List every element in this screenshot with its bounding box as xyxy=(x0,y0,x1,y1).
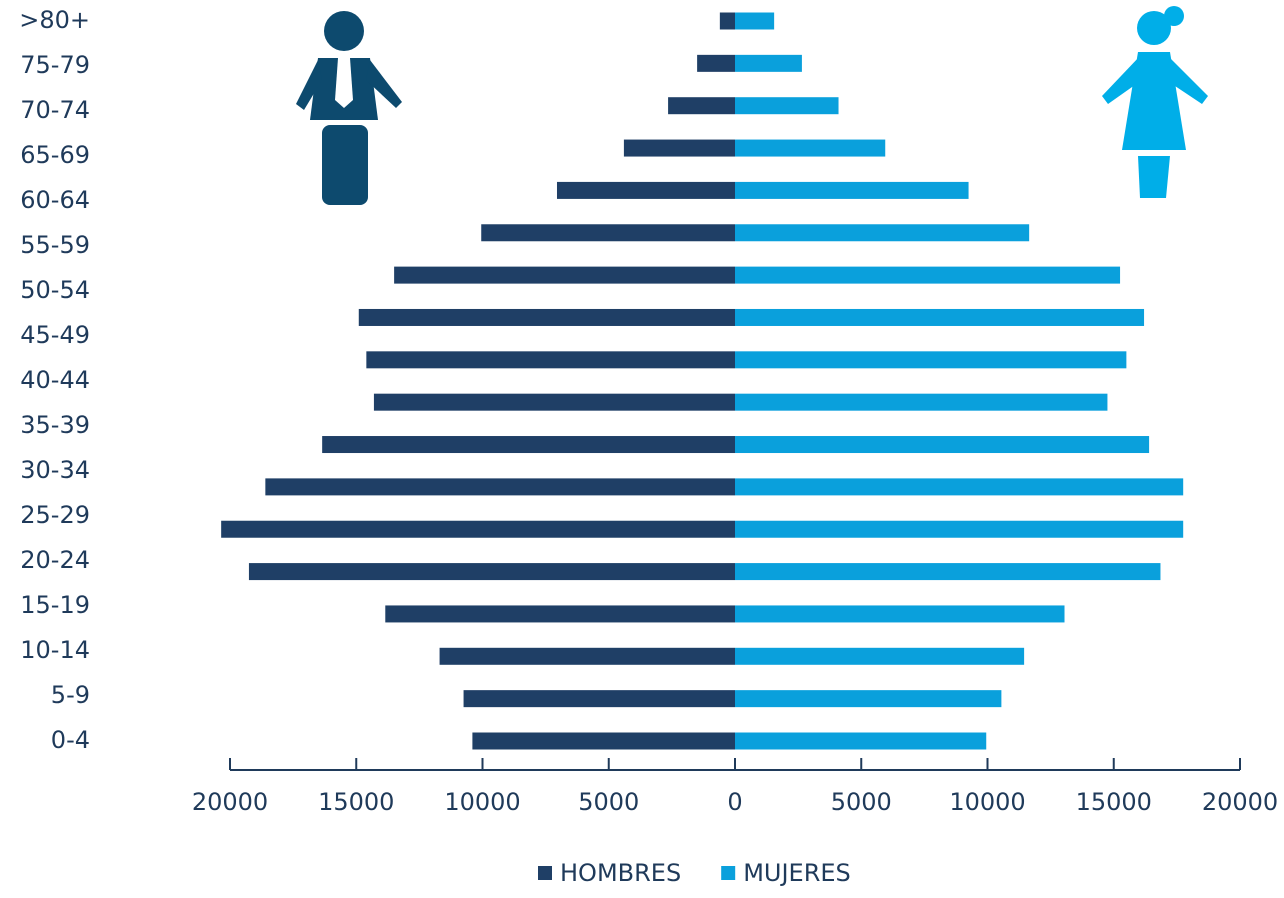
x-tick-label: 20000 xyxy=(1202,788,1278,816)
bar xyxy=(697,54,735,72)
legend-label: HOMBRES xyxy=(560,859,681,887)
bar xyxy=(735,97,839,115)
bar xyxy=(735,732,987,750)
y-tick-label: 5-9 xyxy=(51,681,90,709)
y-tick-label: 55-59 xyxy=(20,231,90,259)
legend-swatch xyxy=(538,866,552,880)
bar xyxy=(358,308,735,326)
bar xyxy=(394,266,735,284)
bar xyxy=(735,266,1121,284)
bar xyxy=(735,308,1145,326)
x-tick-label: 5000 xyxy=(578,788,639,816)
bar xyxy=(481,224,735,242)
bar xyxy=(668,97,735,115)
bar xyxy=(735,181,969,199)
x-tick-label: 10000 xyxy=(444,788,520,816)
bar xyxy=(265,478,735,496)
y-tick-label: >80+ xyxy=(19,6,90,34)
bar xyxy=(623,139,735,157)
bar xyxy=(221,520,736,538)
bar xyxy=(735,605,1065,623)
bar xyxy=(735,647,1025,665)
bar xyxy=(366,351,735,369)
y-tick-label: 50-54 xyxy=(20,276,90,304)
y-tick-label: 40-44 xyxy=(20,366,90,394)
bar xyxy=(735,393,1108,411)
bar xyxy=(735,351,1127,369)
y-tick-label: 25-29 xyxy=(20,501,90,529)
man-icon xyxy=(296,11,402,205)
bar xyxy=(735,436,1150,454)
legend-label: MUJERES xyxy=(743,859,851,887)
y-tick-label: 60-64 xyxy=(20,186,90,214)
legend-swatch xyxy=(721,866,736,880)
bar xyxy=(472,732,735,750)
bar xyxy=(735,224,1030,242)
bar xyxy=(735,139,886,157)
bar xyxy=(735,478,1184,496)
bar xyxy=(439,647,735,665)
bar xyxy=(373,393,735,411)
bar xyxy=(248,563,735,581)
bar xyxy=(735,12,775,30)
bar xyxy=(735,54,802,72)
bar xyxy=(463,690,735,708)
x-tick-label: 15000 xyxy=(318,788,394,816)
woman-icon xyxy=(1102,6,1208,198)
y-tick-label: 0-4 xyxy=(51,726,90,754)
bar xyxy=(322,436,735,454)
y-tick-label: 65-69 xyxy=(20,141,90,169)
x-tick-label: 5000 xyxy=(831,788,892,816)
y-tick-label: 75-79 xyxy=(20,51,90,79)
bar xyxy=(385,605,735,623)
x-tick-label: 20000 xyxy=(192,788,268,816)
y-tick-label: 70-74 xyxy=(20,96,90,124)
y-tick-label: 20-24 xyxy=(20,546,90,574)
bar xyxy=(735,520,1184,538)
bar xyxy=(556,181,735,199)
x-tick-label: 15000 xyxy=(1076,788,1152,816)
bar xyxy=(735,690,1002,708)
y-tick-label: 45-49 xyxy=(20,321,90,349)
y-tick-label: 15-19 xyxy=(20,591,90,619)
bar xyxy=(719,12,735,30)
y-tick-label: 30-34 xyxy=(20,456,90,484)
y-tick-label: 35-39 xyxy=(20,411,90,439)
x-tick-label: 0 xyxy=(727,788,742,816)
y-tick-label: 10-14 xyxy=(20,636,90,664)
x-tick-label: 10000 xyxy=(949,788,1025,816)
bar xyxy=(735,563,1161,581)
